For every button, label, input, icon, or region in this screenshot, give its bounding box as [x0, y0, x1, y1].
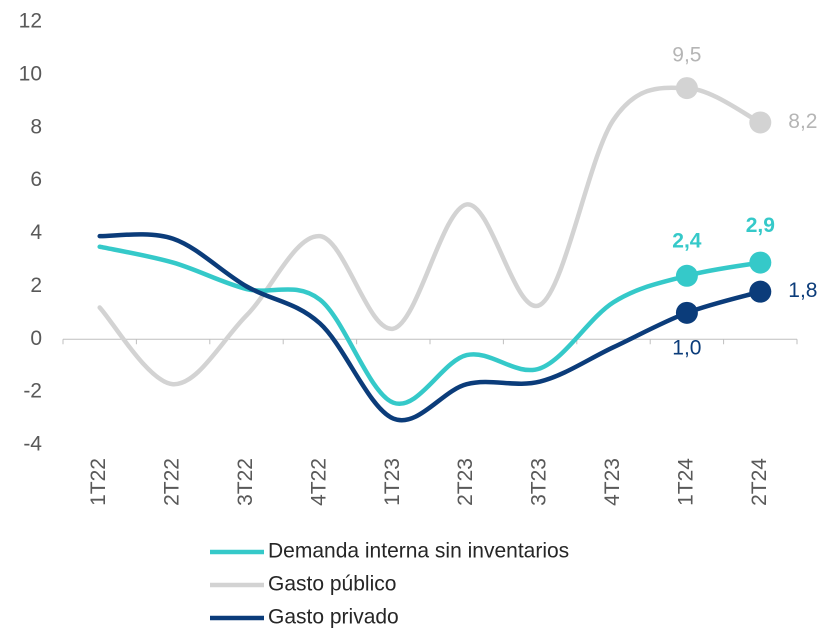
series-line	[97, 244, 763, 407]
series-line	[97, 85, 763, 387]
data-label: 1,8	[788, 279, 817, 302]
data-label: 9,5	[672, 44, 701, 67]
data-label: 1,0	[672, 336, 701, 359]
y-tick-label: 2	[30, 274, 42, 297]
x-tick-label: 2T24	[748, 458, 771, 506]
data-label: 2,4	[672, 229, 702, 252]
x-tick-label: 1T24	[674, 458, 697, 506]
point-marker	[675, 77, 698, 100]
x-tick-label: 3T22	[234, 458, 257, 506]
y-tick-label: 0	[30, 327, 42, 350]
point-marker	[675, 264, 698, 287]
x-tick-label: 1T22	[87, 458, 110, 506]
y-tick-label: 10	[19, 62, 42, 85]
y-tick-label: 8	[30, 115, 42, 138]
x-tick-label: 4T22	[307, 458, 330, 506]
y-tick-label: -2	[23, 380, 42, 403]
point-marker	[675, 301, 698, 324]
x-tick-label: 3T23	[528, 458, 551, 506]
y-tick-label: 6	[30, 168, 42, 191]
data-label: 8,2	[788, 110, 817, 133]
y-tick-label: 12	[19, 10, 42, 33]
y-tick-label: -4	[23, 433, 42, 456]
x-tick-label: 2T23	[454, 458, 477, 506]
x-tick-label: 2T22	[161, 458, 184, 506]
x-tick-label: 1T23	[381, 458, 404, 506]
y-tick-label: 4	[30, 221, 42, 244]
data-label: 2,9	[746, 214, 775, 237]
legend-label: Demanda interna sin inventarios	[268, 540, 569, 563]
x-tick-label: 4T23	[601, 458, 624, 506]
point-marker	[749, 280, 772, 303]
point-marker	[749, 251, 772, 274]
series-line	[97, 232, 763, 423]
point-marker	[749, 111, 772, 134]
legend-label: Gasto público	[268, 573, 396, 596]
legend-label: Gasto privado	[268, 606, 399, 629]
